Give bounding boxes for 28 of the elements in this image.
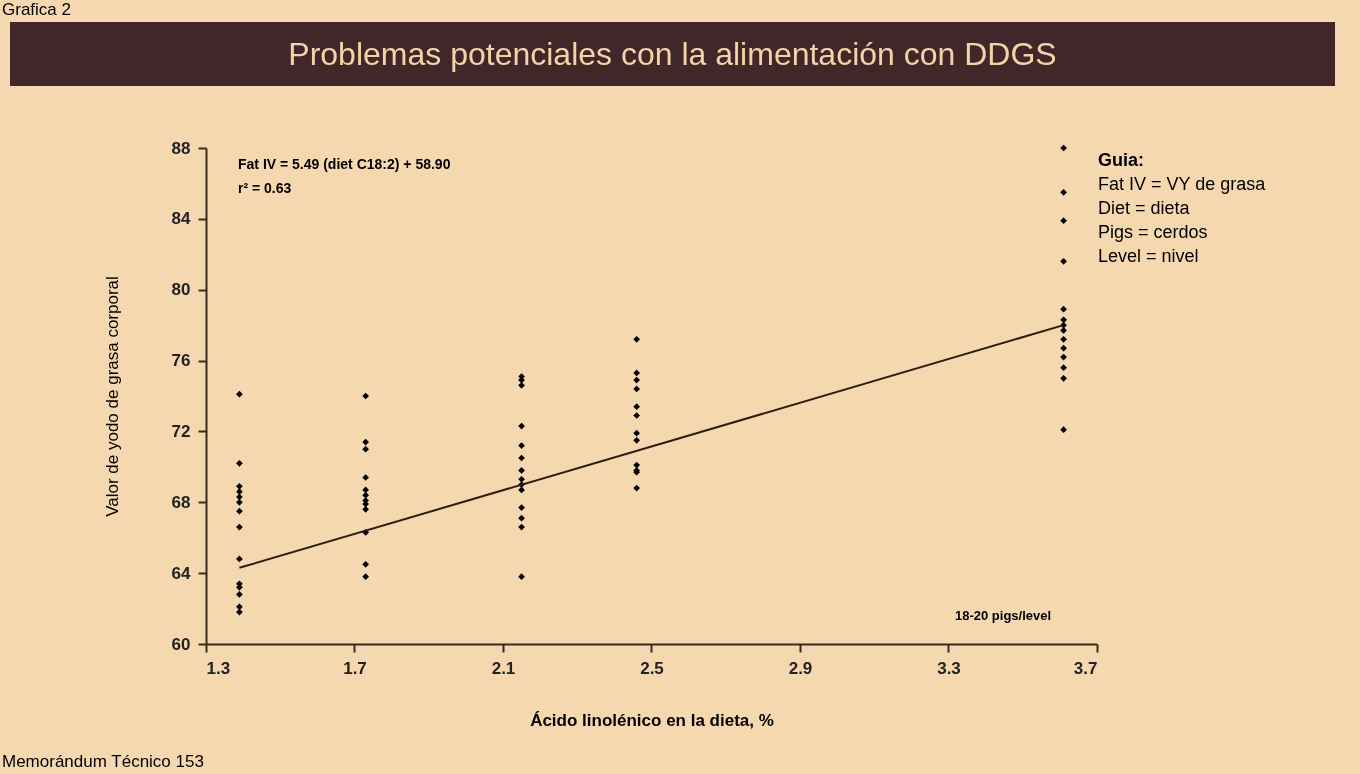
text: Level = nivel: [1098, 246, 1199, 267]
text: Diet = dieta: [1098, 198, 1190, 219]
annotation: Fat IV = 5.49 (diet C18:2) + 58.90: [238, 156, 451, 172]
x-tick-label: 2.9: [788, 658, 813, 678]
y-axis-title: Valor de yodo de grasa corporal: [102, 276, 122, 517]
text: Fat IV = VY de grasa: [1098, 174, 1266, 195]
y-tick-label: 84: [171, 209, 192, 229]
text: Guia:: [1098, 150, 1145, 171]
y-tick-label: 64: [171, 563, 192, 583]
text: Grafica 2: [2, 0, 71, 20]
annotation: r² = 0.63: [238, 180, 292, 196]
y-tick-label: 68: [171, 492, 191, 512]
y-tick-label: 80: [171, 280, 191, 300]
y-tick-label: 72: [171, 421, 191, 441]
y-tick-label: 76: [171, 351, 191, 371]
x-axis-title: Ácido linolénico en la dieta, %: [530, 710, 774, 730]
x-tick-label: 1.7: [343, 658, 367, 678]
chart-title: Problemas potenciales con la alimentación con DDGS: [10, 22, 1335, 86]
text: Memorándum Técnico 153: [2, 752, 204, 772]
x-tick-label: 2.5: [640, 658, 664, 678]
x-tick-label: 2.1: [491, 658, 516, 678]
x-tick-label: 3.3: [937, 658, 961, 678]
y-tick-label: 88: [171, 138, 191, 158]
y-tick-label: 60: [171, 634, 191, 654]
x-tick-label: 3.7: [1073, 658, 1098, 678]
annotation: 18-20 pigs/level: [955, 608, 1052, 623]
x-tick-label: 1.3: [206, 658, 231, 678]
text: Pigs = cerdos: [1098, 222, 1208, 243]
